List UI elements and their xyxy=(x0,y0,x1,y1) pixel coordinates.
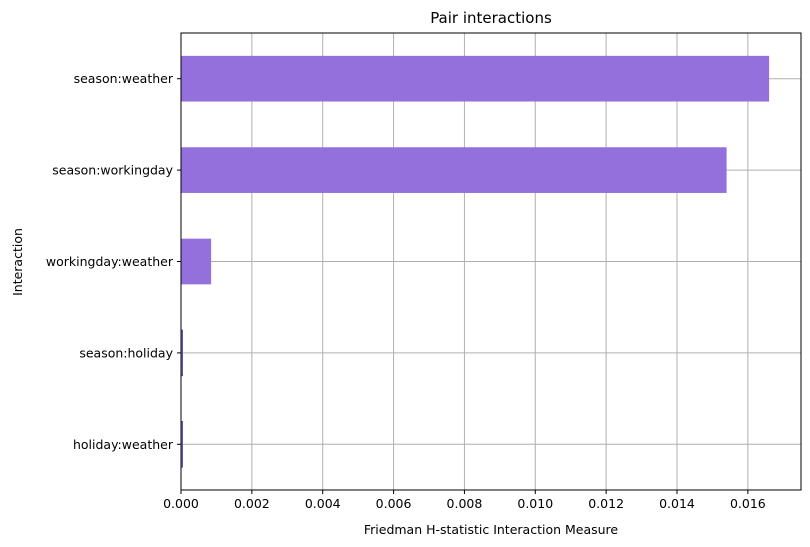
x-tick-label: 0.012 xyxy=(588,496,624,511)
bar-workingday-weather xyxy=(181,238,212,285)
x-tick-label: 0.014 xyxy=(659,496,695,511)
bar-season-workingday xyxy=(181,147,727,193)
x-tick-label: 0.006 xyxy=(376,496,412,511)
x-tick-label: 0.002 xyxy=(234,496,270,511)
x-axis-label: Friedman H-statistic Interaction Measure xyxy=(364,522,619,537)
x-tick-label: 0.000 xyxy=(163,496,199,511)
y-tick-label: season:holiday xyxy=(79,345,173,360)
x-tick-label: 0.010 xyxy=(517,496,553,511)
y-axis-label: Interaction xyxy=(10,228,25,296)
y-axis-ticks: season:weather season:workingday workingda… xyxy=(46,71,181,452)
x-tick-label: 0.008 xyxy=(447,496,483,511)
bars xyxy=(180,55,770,468)
x-tick-label: 0.004 xyxy=(305,496,341,511)
bar-season-weather xyxy=(181,55,770,102)
x-tick-label: 0.016 xyxy=(730,496,766,511)
y-tick-label: season:weather xyxy=(74,71,174,86)
y-tick-label: holiday:weather xyxy=(73,437,174,452)
chart-title: Pair interactions xyxy=(430,9,552,27)
y-tick-label: season:workingday xyxy=(52,163,173,178)
y-tick-label: workingday:weather xyxy=(46,254,174,269)
x-axis-ticks: 0.000 0.002 0.004 0.006 0.008 0.010 0.012 0.014… xyxy=(163,490,766,511)
